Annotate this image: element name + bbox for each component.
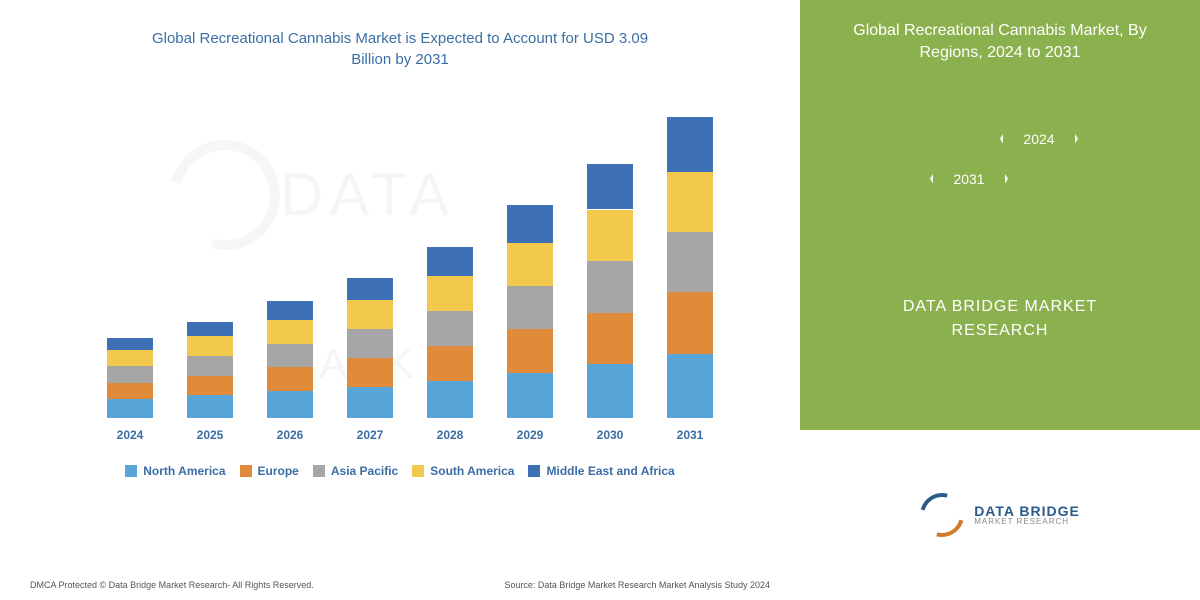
hex-2024: 2024: [1000, 105, 1078, 173]
legend-swatch: [313, 465, 325, 477]
legend-swatch: [412, 465, 424, 477]
legend-item: Asia Pacific: [313, 464, 398, 478]
brand-text: DATA BRIDGE MARKET RESEARCH: [830, 295, 1170, 343]
seg-asia-pacific: [267, 344, 313, 368]
legend-label: Asia Pacific: [331, 464, 398, 478]
chart-title: Global Recreational Cannabis Market is E…: [140, 28, 660, 70]
x-label: 2031: [667, 428, 713, 442]
seg-europe: [187, 376, 233, 396]
seg-south-america: [667, 172, 713, 232]
logo-mark: [920, 493, 964, 537]
seg-asia-pacific: [187, 356, 233, 376]
seg-middle-east-and-africa: [507, 205, 553, 242]
seg-europe: [347, 358, 393, 387]
legend-item: Europe: [240, 464, 299, 478]
seg-middle-east-and-africa: [667, 117, 713, 173]
side-lower: DATA BRIDGE MARKET RESEARCH: [800, 430, 1200, 600]
seg-south-america: [107, 350, 153, 367]
seg-europe: [107, 383, 153, 400]
seg-south-america: [347, 300, 393, 329]
seg-north-america: [267, 391, 313, 418]
seg-middle-east-and-africa: [587, 164, 633, 209]
seg-europe: [427, 346, 473, 381]
seg-asia-pacific: [507, 286, 553, 329]
logo: DATA BRIDGE MARKET RESEARCH: [920, 493, 1080, 537]
seg-north-america: [587, 364, 633, 418]
x-label: 2027: [347, 428, 393, 442]
footer: DMCA Protected © Data Bridge Market Rese…: [30, 580, 770, 590]
seg-north-america: [107, 399, 153, 418]
chart-panel: DATA MARK Global Recreational Cannabis M…: [0, 0, 800, 600]
legend-item: South America: [412, 464, 514, 478]
seg-south-america: [187, 336, 233, 356]
seg-north-america: [667, 354, 713, 418]
footer-left: DMCA Protected © Data Bridge Market Rese…: [30, 580, 314, 590]
side-panel: Global Recreational Cannabis Market, By …: [800, 0, 1200, 600]
seg-middle-east-and-africa: [267, 301, 313, 320]
x-label: 2024: [107, 428, 153, 442]
logo-line1: DATA BRIDGE: [974, 504, 1080, 518]
seg-north-america: [507, 373, 553, 418]
x-label: 2025: [187, 428, 233, 442]
hex-2031: 2031: [930, 145, 1008, 213]
hex-group: 2031 2024: [830, 95, 1170, 255]
brand-line2: RESEARCH: [830, 319, 1170, 343]
logo-arc-orange: [912, 485, 972, 545]
chart-legend: North America Europe Asia Pacific South Ame…: [30, 464, 770, 478]
seg-europe: [267, 367, 313, 391]
x-label: 2030: [587, 428, 633, 442]
seg-south-america: [507, 243, 553, 286]
legend-label: Europe: [258, 464, 299, 478]
seg-asia-pacific: [347, 329, 393, 358]
legend-label: South America: [430, 464, 514, 478]
seg-north-america: [187, 395, 233, 418]
chart-area: 2024 2025 2026 2027 2028 2029 2030 2031: [50, 88, 750, 448]
seg-asia-pacific: [667, 232, 713, 292]
seg-south-america: [427, 276, 473, 311]
legend-swatch: [125, 465, 137, 477]
legend-label: Middle East and Africa: [546, 464, 674, 478]
seg-europe: [587, 313, 633, 365]
seg-middle-east-and-africa: [347, 278, 393, 301]
seg-europe: [667, 292, 713, 354]
seg-middle-east-and-africa: [187, 322, 233, 336]
legend-item: Middle East and Africa: [528, 464, 674, 478]
brand-line1: DATA BRIDGE MARKET: [830, 295, 1170, 319]
seg-asia-pacific: [427, 311, 473, 346]
chart-plot: 20242025202620272028202920302031: [90, 98, 730, 418]
seg-asia-pacific: [587, 261, 633, 313]
seg-middle-east-and-africa: [427, 247, 473, 276]
logo-line2: MARKET RESEARCH: [974, 518, 1080, 526]
logo-text: DATA BRIDGE MARKET RESEARCH: [974, 504, 1080, 526]
seg-north-america: [427, 381, 473, 418]
footer-right: Source: Data Bridge Market Research Mark…: [504, 580, 770, 590]
legend-label: North America: [143, 464, 225, 478]
x-label: 2026: [267, 428, 313, 442]
seg-middle-east-and-africa: [107, 338, 153, 350]
x-label: 2028: [427, 428, 473, 442]
side-upper: Global Recreational Cannabis Market, By …: [800, 0, 1200, 430]
seg-south-america: [267, 320, 313, 344]
seg-north-america: [347, 387, 393, 418]
seg-asia-pacific: [107, 366, 153, 383]
legend-item: North America: [125, 464, 225, 478]
legend-swatch: [240, 465, 252, 477]
x-label: 2029: [507, 428, 553, 442]
legend-swatch: [528, 465, 540, 477]
seg-south-america: [587, 210, 633, 262]
side-title: Global Recreational Cannabis Market, By …: [830, 20, 1170, 65]
seg-europe: [507, 329, 553, 372]
